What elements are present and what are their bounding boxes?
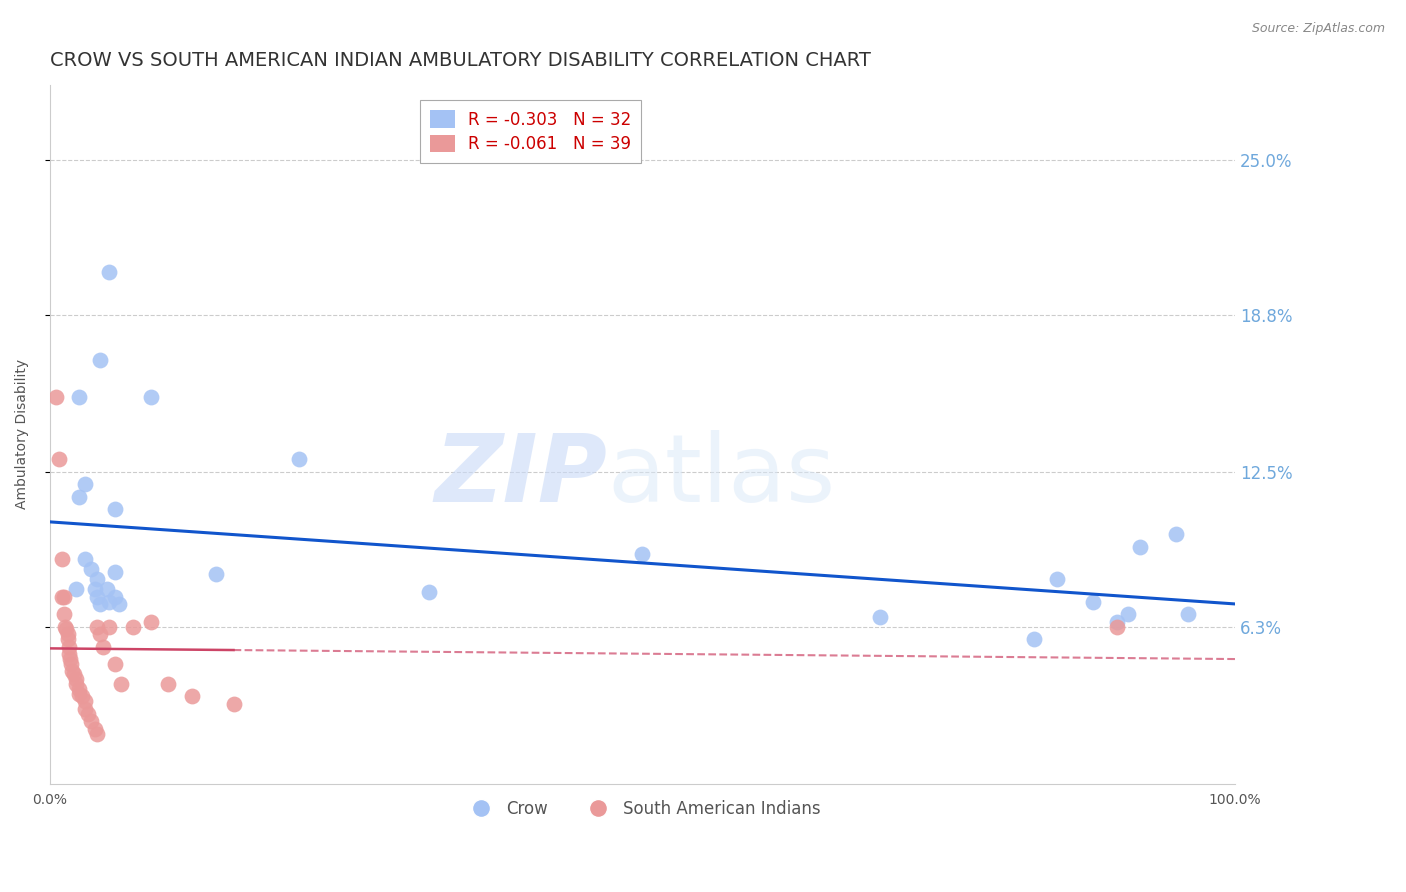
Point <box>98 265 121 279</box>
Point <box>53 607 76 621</box>
Point <box>59 652 82 666</box>
Point <box>104 502 127 516</box>
Point <box>48 452 70 467</box>
Point <box>75 694 97 708</box>
Point <box>56 627 79 641</box>
Point <box>75 702 97 716</box>
Point <box>65 677 87 691</box>
Point <box>58 647 80 661</box>
Point <box>51 590 73 604</box>
Point <box>1164 527 1187 541</box>
Point <box>69 390 91 404</box>
Point <box>1105 615 1128 629</box>
Point <box>76 706 98 721</box>
Point <box>139 615 162 629</box>
Point <box>53 619 76 633</box>
Point <box>75 552 97 566</box>
Point <box>104 590 127 604</box>
Point <box>104 565 127 579</box>
Point <box>91 640 114 654</box>
Point <box>107 597 129 611</box>
Point <box>98 594 121 608</box>
Point <box>89 627 111 641</box>
Point <box>104 657 127 671</box>
Point <box>110 677 132 691</box>
Point <box>69 681 91 696</box>
Text: Source: ZipAtlas.com: Source: ZipAtlas.com <box>1251 22 1385 36</box>
Point <box>1022 632 1045 646</box>
Text: CROW VS SOUTH AMERICAN INDIAN AMBULATORY DISABILITY CORRELATION CHART: CROW VS SOUTH AMERICAN INDIAN AMBULATORY… <box>49 51 870 70</box>
Point <box>55 622 77 636</box>
Point <box>80 714 103 729</box>
Point <box>1105 619 1128 633</box>
Point <box>83 582 105 596</box>
Point <box>60 657 83 671</box>
Point <box>89 352 111 367</box>
Point <box>56 632 79 646</box>
Point <box>51 552 73 566</box>
Point <box>80 562 103 576</box>
Point <box>631 547 654 561</box>
Legend: Crow, South American Indians: Crow, South American Indians <box>458 793 827 824</box>
Point <box>75 477 97 491</box>
Point <box>86 572 108 586</box>
Point <box>98 619 121 633</box>
Point <box>89 597 111 611</box>
Point <box>1081 594 1104 608</box>
Point <box>86 590 108 604</box>
Y-axis label: Ambulatory Disability: Ambulatory Disability <box>15 359 30 509</box>
Point <box>1129 540 1152 554</box>
Point <box>65 672 87 686</box>
Point <box>86 619 108 633</box>
Text: ZIP: ZIP <box>434 430 607 523</box>
Point <box>139 390 162 404</box>
Point <box>53 590 76 604</box>
Point <box>83 722 105 736</box>
Point <box>69 490 91 504</box>
Point <box>70 690 93 704</box>
Point <box>121 619 143 633</box>
Point <box>1177 607 1199 621</box>
Point <box>222 697 245 711</box>
Point <box>60 665 83 679</box>
Point <box>62 667 84 681</box>
Point <box>86 727 108 741</box>
Point <box>157 677 180 691</box>
Point <box>204 567 226 582</box>
Point <box>1118 607 1140 621</box>
Point <box>181 690 204 704</box>
Point <box>96 582 118 596</box>
Point <box>1046 572 1069 586</box>
Text: atlas: atlas <box>607 430 835 523</box>
Point <box>418 584 440 599</box>
Point <box>287 452 309 467</box>
Point <box>65 582 87 596</box>
Point <box>869 609 891 624</box>
Point <box>45 390 67 404</box>
Point <box>58 640 80 654</box>
Point <box>69 687 91 701</box>
